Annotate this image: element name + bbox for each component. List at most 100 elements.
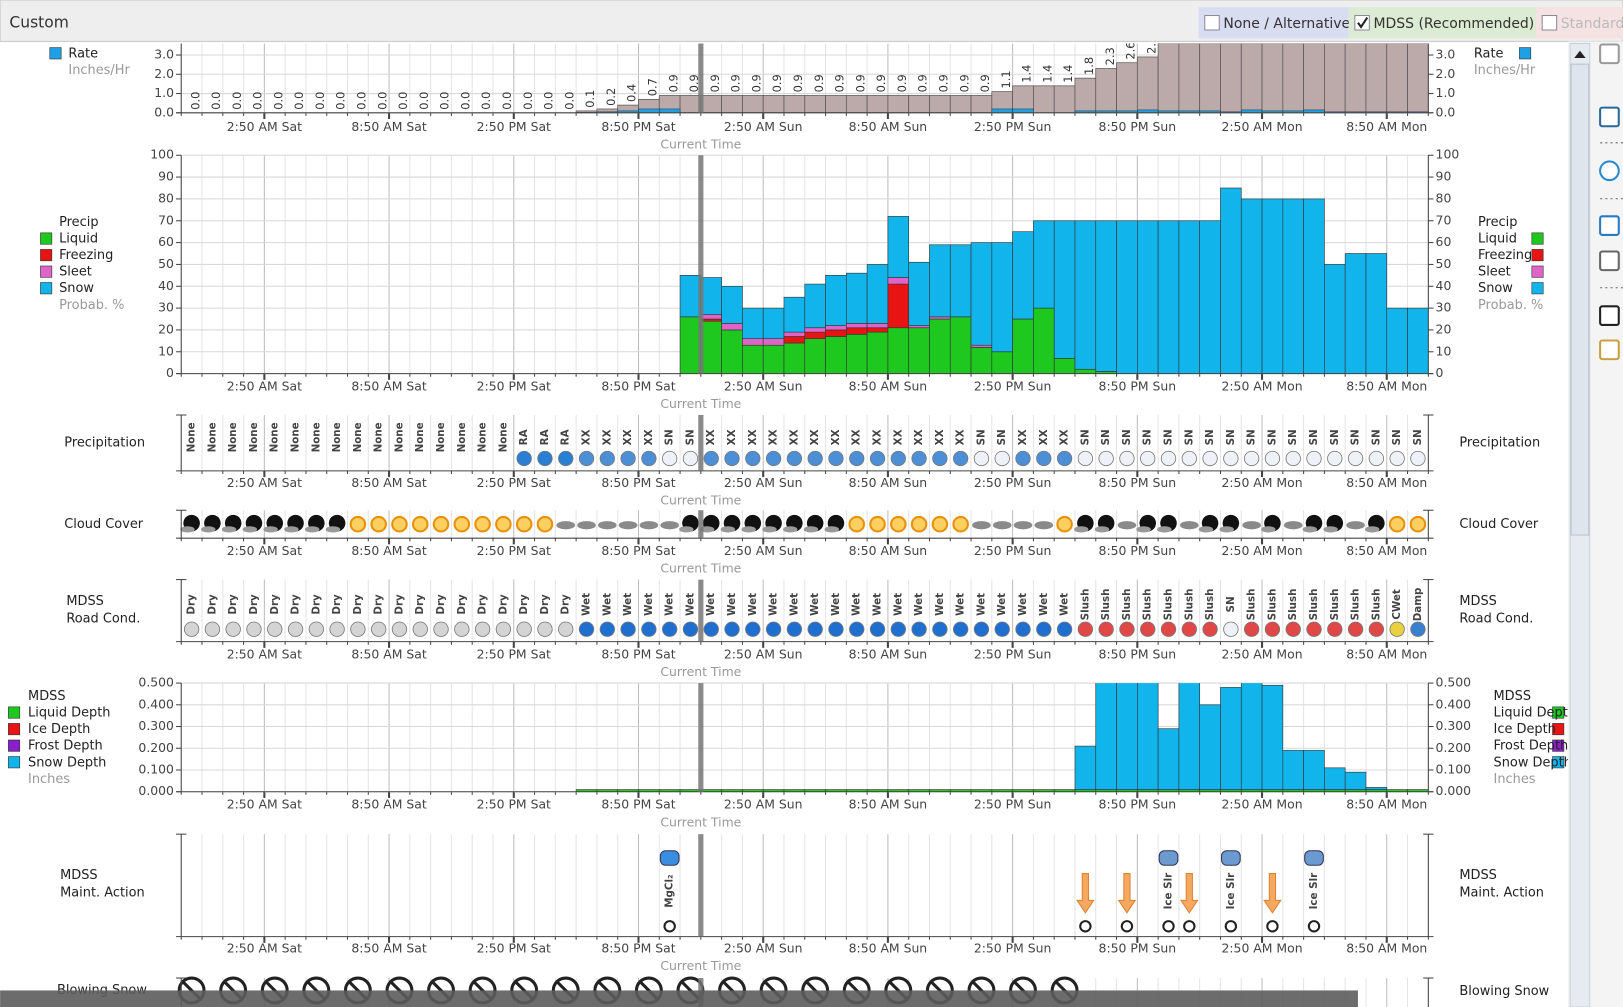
legend-swatch (1531, 265, 1544, 278)
condition-icon (1181, 621, 1197, 637)
legend-label: Rate (68, 46, 98, 61)
stack-segment (1199, 704, 1221, 790)
x-tick-label: 8:50 AM Sun (849, 475, 928, 490)
stack-segment (929, 316, 951, 320)
accumulation-bar (1178, 43, 1201, 113)
tool-button[interactable] (1599, 106, 1620, 128)
accumulation-bar (1157, 43, 1180, 113)
value-label: 0.9 (978, 74, 992, 92)
checkbox[interactable] (1541, 15, 1558, 31)
condition-icon (703, 450, 719, 467)
option-label[interactable]: None / Alternative (1223, 16, 1350, 32)
option[interactable]: MDSS (Recommended) (1348, 7, 1536, 39)
condition-icon (1119, 450, 1135, 467)
tool-button[interactable] (1599, 215, 1620, 236)
axis-label: Inches (1494, 772, 1536, 787)
value-label: 0.0 (562, 92, 576, 110)
stack-segment (1116, 683, 1138, 790)
x-tick-label: 8:50 AM Sat (351, 797, 426, 812)
x-tick-label: 8:50 AM Sat (351, 543, 426, 558)
row-title: Precipitation (64, 435, 145, 450)
legend-title: MDSS (1494, 689, 1532, 704)
condition-icon (537, 621, 553, 637)
value-label: 0.7 (646, 78, 660, 96)
row-label: Wet (788, 593, 800, 616)
condition-icon (994, 621, 1010, 637)
checkmark[interactable] (1357, 17, 1369, 29)
condition-icon (662, 621, 678, 637)
y-tick-label: 80 (1436, 190, 1452, 205)
condition-icon (849, 450, 865, 467)
y-tick-label: 60 (1436, 234, 1452, 249)
scrollbar-thumb[interactable] (1570, 63, 1590, 536)
stack-segment (970, 344, 993, 348)
row-label: None (186, 422, 198, 452)
row-title: Maint. Action (60, 886, 145, 901)
option-label[interactable]: Standard (1561, 16, 1623, 32)
row-label: XX (768, 429, 780, 445)
cloud-icon (762, 526, 777, 533)
condition-icon (1368, 450, 1385, 467)
x-tick-label: 2:50 PM Sat (477, 475, 551, 490)
x-tick-label: 2:50 PM Sat (477, 797, 551, 812)
scroll-up[interactable] (1574, 50, 1586, 58)
y-tick-label: 40 (1436, 278, 1452, 293)
option[interactable]: None / Alternative (1198, 7, 1351, 39)
tool-button[interactable] (1599, 160, 1620, 182)
row-label: Wet (581, 593, 593, 616)
value-label: 1.4 (1040, 65, 1054, 83)
row-label: Slush (1370, 588, 1382, 620)
sun-icon (432, 515, 450, 533)
accumulation-bar (1136, 56, 1159, 113)
row-label: Dry (414, 594, 426, 615)
checkbox[interactable] (1204, 15, 1220, 31)
tool-button[interactable] (1599, 339, 1620, 361)
row-label: Wet (684, 593, 696, 616)
cloud-icon (1073, 526, 1089, 533)
stack-segment (1095, 220, 1117, 372)
row-label: Wet (892, 593, 904, 616)
option-bg[interactable] (1198, 7, 1349, 39)
value-label: 0.0 (251, 92, 265, 110)
condition-icon (911, 621, 927, 637)
accumulation-bar (1407, 43, 1429, 113)
option-label[interactable]: MDSS (Recommended) (1373, 16, 1534, 32)
stack-segment (970, 242, 993, 346)
tool-button[interactable] (1599, 305, 1620, 327)
x-tick-label: 8:50 AM Sat (351, 379, 426, 394)
y-tick-label: 100 (1436, 147, 1460, 162)
stack-segment (742, 338, 764, 346)
condition-icon (1264, 450, 1281, 467)
x-tick-label: 8:50 AM Sat (351, 941, 426, 956)
y-tick-label: 0.300 (1436, 718, 1472, 733)
tool-button[interactable] (1599, 250, 1620, 272)
row-label: Slush (1100, 588, 1112, 620)
row-label: Wet (768, 593, 780, 616)
tool-button[interactable] (1599, 43, 1620, 65)
accumulation-bar (1365, 43, 1388, 113)
legend-label: Snow Depth (1494, 755, 1572, 770)
y-tick-label: 0.000 (1436, 783, 1472, 798)
rate-bar (638, 108, 660, 113)
row-title: MDSS (60, 868, 98, 883)
accumulation-bar (679, 95, 702, 113)
row-label: XX (955, 429, 967, 445)
row-label: Ice Slr (1163, 872, 1175, 910)
row-label: XX (622, 429, 634, 445)
option[interactable]: Standard (1535, 7, 1623, 39)
value-label: 0.9 (687, 74, 701, 92)
row-label: Slush (1121, 588, 1133, 620)
stack-segment (908, 325, 930, 329)
y-tick-label: 50 (1436, 256, 1452, 271)
condition-icon (807, 621, 823, 637)
y-tick-label: 20 (158, 321, 174, 336)
x-tick-label: 8:50 AM Sun (849, 543, 928, 558)
stack-segment (1053, 220, 1076, 359)
x-tick-label: 2:50 AM Sat (227, 797, 302, 812)
stack-segment (1178, 220, 1201, 374)
option-bg[interactable] (1348, 7, 1536, 39)
sun-icon (474, 515, 491, 533)
y-tick-label: 50 (158, 256, 174, 271)
row-label: Dry (518, 594, 530, 615)
stack-segment (700, 314, 722, 320)
